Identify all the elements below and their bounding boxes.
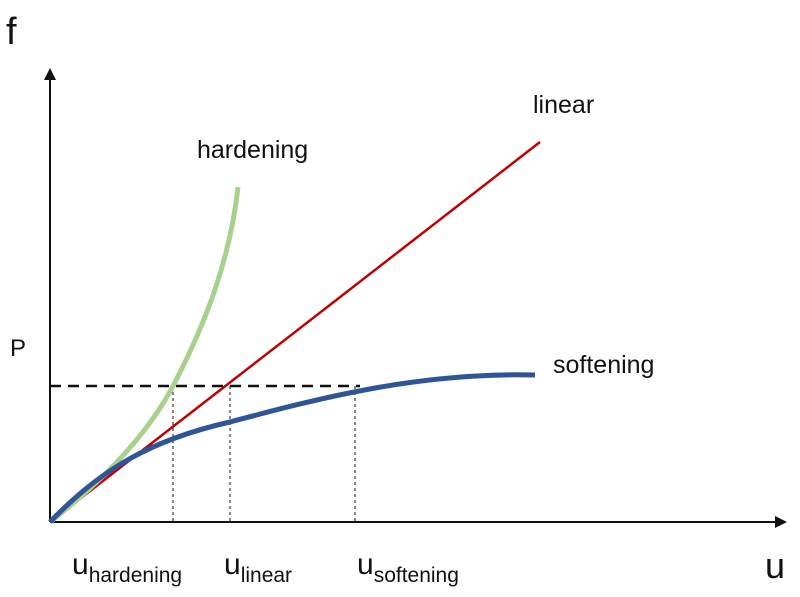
displacement-label: usoftening — [357, 548, 459, 587]
curve-label: hardening — [197, 136, 308, 164]
subscript: hardening — [89, 564, 182, 587]
x-axis-label: u — [765, 545, 785, 586]
subscript: linear — [241, 564, 292, 587]
load-label: P — [10, 335, 26, 362]
base: u — [224, 548, 241, 581]
base: u — [357, 548, 374, 581]
displacement-label: ulinear — [224, 548, 292, 587]
curve-label: softening — [553, 351, 654, 379]
softening-curve — [48, 372, 536, 524]
base: u — [72, 548, 89, 581]
displacement-label: uhardening — [72, 548, 182, 587]
y-axis-label: f — [6, 11, 17, 53]
curve-label: linear — [533, 91, 594, 119]
subscript: softening — [374, 564, 459, 587]
hardening-curve — [48, 186, 241, 524]
